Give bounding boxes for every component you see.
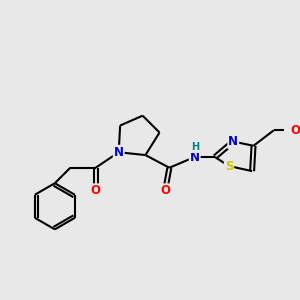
Text: H: H (190, 142, 199, 152)
Text: S: S (225, 160, 233, 172)
Text: N: N (114, 146, 124, 159)
Text: O: O (160, 184, 170, 197)
Text: O: O (91, 184, 100, 197)
Text: N: N (190, 151, 200, 164)
Text: O: O (290, 124, 300, 137)
Text: N: N (228, 135, 238, 148)
